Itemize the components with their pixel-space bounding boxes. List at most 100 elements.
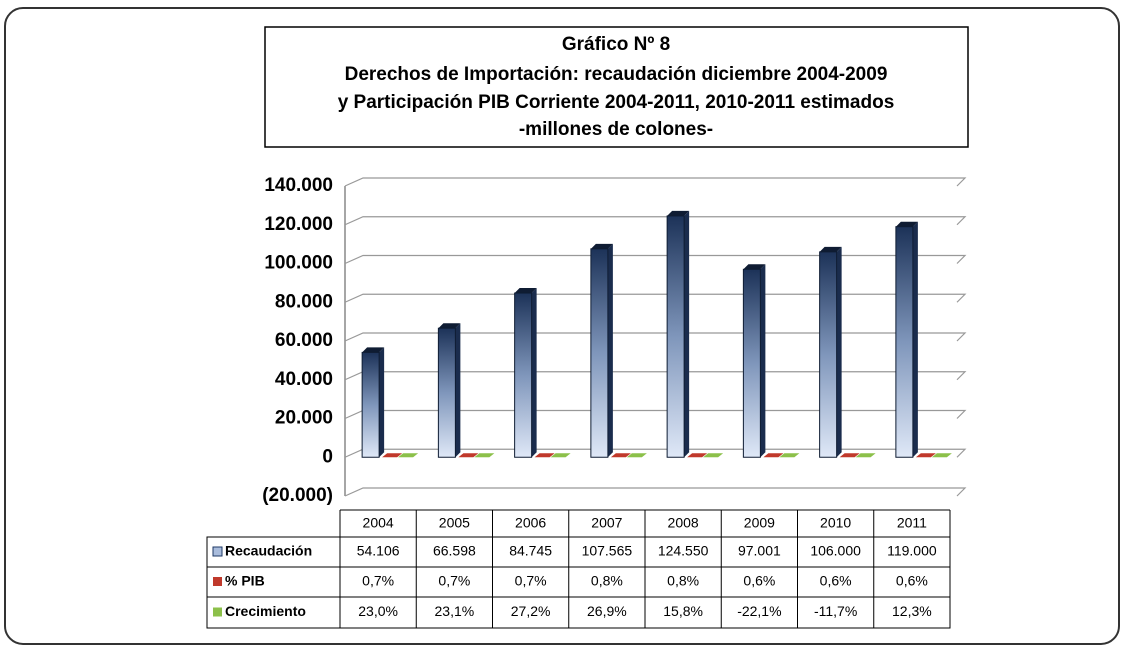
grid-line <box>344 177 967 187</box>
data-label: 84.745 <box>509 543 552 559</box>
frame <box>4 7 1120 645</box>
bar-top <box>438 323 461 329</box>
bar-top <box>667 210 690 216</box>
chart-subtitle: Derechos de Importación: recaudación dic… <box>345 64 888 85</box>
y-tick-label: 140.000 <box>264 175 333 196</box>
bar-top <box>703 453 724 458</box>
bar-top <box>819 246 842 252</box>
bar-top <box>895 221 918 227</box>
grid-line <box>344 487 967 497</box>
bar-top <box>534 453 555 458</box>
data-label: 12,3% <box>892 603 932 619</box>
x-tick-label: 2011 <box>897 515 927 531</box>
x-tick-label: 2010 <box>820 515 851 531</box>
data-label: 107.565 <box>582 543 633 559</box>
data-label: 15,8% <box>663 603 703 619</box>
title-box <box>264 26 969 148</box>
bar-side <box>836 246 842 458</box>
bar-top <box>743 264 766 270</box>
x-tick-label: 2005 <box>439 515 470 531</box>
x-tick-label: 2006 <box>515 515 546 531</box>
data-label: 23,0% <box>358 603 398 619</box>
y-tick-label: 60.000 <box>275 330 333 351</box>
y-tick-label: 120.000 <box>264 214 333 235</box>
data-label: 119.000 <box>887 543 937 559</box>
x-tick-label: 2008 <box>668 515 699 531</box>
y-tick-label: (20.000) <box>262 485 333 506</box>
bar-top <box>590 243 613 249</box>
y-tick-label: 80.000 <box>275 291 333 312</box>
data-label: 23,1% <box>435 603 475 619</box>
data-label: 106.000 <box>810 543 861 559</box>
bar <box>819 251 838 458</box>
bar-top <box>382 453 403 458</box>
grid-line <box>344 371 967 381</box>
data-label: 0,7% <box>515 573 547 589</box>
bar-side <box>684 210 690 458</box>
grid-line <box>344 448 967 458</box>
grid-line <box>344 409 967 420</box>
grid-line <box>344 216 967 226</box>
chart-subtitle: y Participación PIB Corriente 2004-2011,… <box>338 92 895 113</box>
bar-top <box>915 453 936 458</box>
legend-swatch <box>213 577 222 586</box>
data-label: 0,8% <box>591 573 623 589</box>
x-tick-label: 2007 <box>591 515 622 531</box>
bar-top <box>474 453 495 458</box>
data-label: 0,8% <box>667 573 699 589</box>
bar-top <box>779 453 800 458</box>
x-tick-label: 2004 <box>363 515 394 531</box>
data-label: 66.598 <box>433 543 476 559</box>
bar <box>361 351 380 458</box>
legend-swatch <box>213 607 222 617</box>
grid-line <box>344 332 967 342</box>
data-label: -22,1% <box>737 603 781 619</box>
y-tick-label: 0 <box>322 446 333 467</box>
data-label: 97.001 <box>738 543 781 559</box>
y-tick-label: 20.000 <box>275 408 333 429</box>
bar-side <box>912 221 918 458</box>
bar <box>590 248 609 458</box>
data-label: 0,6% <box>896 573 928 589</box>
bar <box>514 292 533 458</box>
bar-top <box>855 453 876 458</box>
bar-top <box>610 453 631 458</box>
legend-label: Recaudación <box>225 543 312 559</box>
chart-subtitle: -millones de colones- <box>519 119 713 140</box>
bar-top <box>362 347 385 353</box>
bar-top <box>550 453 571 458</box>
grid-line <box>344 293 967 303</box>
bar-top <box>514 288 537 294</box>
data-label: 0,7% <box>362 573 394 589</box>
bar <box>742 268 761 458</box>
data-label: 124.550 <box>658 543 709 559</box>
bar-side <box>455 323 461 458</box>
bar-side <box>607 243 613 458</box>
legend-label: Crecimiento <box>225 603 306 619</box>
grid-line <box>344 254 967 265</box>
y-tick-label: 100.000 <box>264 253 333 274</box>
data-label: 0,6% <box>743 573 775 589</box>
bar <box>895 226 914 458</box>
bar <box>666 215 685 458</box>
bar-top <box>458 453 479 458</box>
bar-side <box>531 288 537 458</box>
chart-title: Gráfico Nº 8 <box>562 34 670 55</box>
bar-top <box>931 453 952 458</box>
x-tick-label: 2009 <box>744 515 775 531</box>
data-label: 0,7% <box>438 573 470 589</box>
bar <box>437 327 456 458</box>
legend-label: % PIB <box>225 573 265 589</box>
data-label: -11,7% <box>814 603 857 619</box>
y-tick-label: 40.000 <box>275 369 333 390</box>
bar-side <box>760 264 766 458</box>
data-label: 54.106 <box>357 543 400 559</box>
data-label: 27,2% <box>511 603 551 619</box>
bar-top <box>398 453 419 458</box>
data-label: 26,9% <box>587 603 627 619</box>
bar-top <box>839 453 860 458</box>
data-label: 0,6% <box>820 573 852 589</box>
bar-side <box>379 347 385 458</box>
bar-top <box>626 453 647 458</box>
